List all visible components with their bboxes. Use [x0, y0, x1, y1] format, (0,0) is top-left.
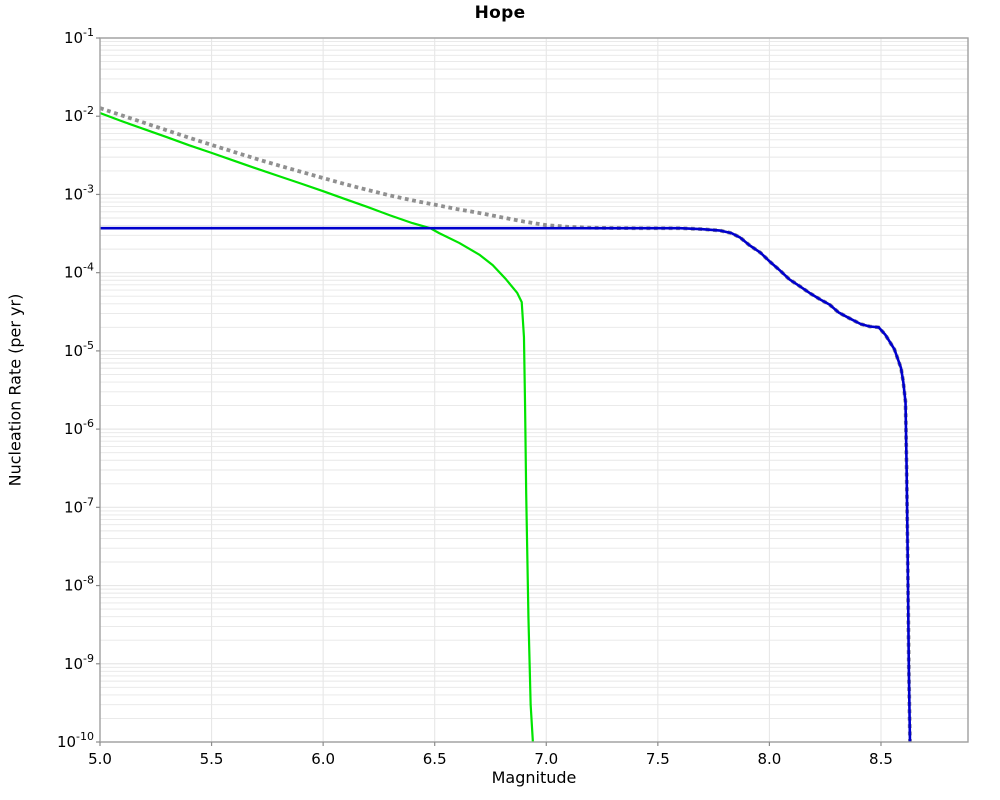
y-tick-label: 10-4	[64, 261, 94, 282]
x-tick-label: 8.5	[869, 750, 893, 768]
x-tick-label: 6.5	[423, 750, 447, 768]
y-tick-label: 10-8	[64, 574, 94, 595]
y-tick-label: 10-7	[64, 495, 94, 516]
x-tick-label: 8.0	[757, 750, 781, 768]
chart-title: Hope	[474, 3, 526, 23]
y-tick-label: 10-1	[64, 26, 94, 47]
y-tick-label: 10-5	[64, 339, 94, 360]
x-tick-label: 6.0	[311, 750, 335, 768]
x-tick-label: 7.5	[646, 750, 670, 768]
axes-frame	[99, 37, 969, 743]
y-tick-label: 10-9	[64, 652, 94, 673]
series-total-rate-dotted-gray	[99, 106, 912, 743]
x-axis-title: Magnitude	[491, 768, 577, 787]
y-tick-label: 10-2	[64, 104, 94, 125]
x-tick-label: 7.0	[534, 750, 558, 768]
y-tick-label: 10-3	[64, 182, 94, 203]
series-background-rate-green	[99, 111, 534, 743]
x-tick-label: 5.0	[88, 750, 112, 768]
y-tick-label: 10-10	[57, 730, 94, 751]
series-characteristic-rate-blue	[100, 226, 912, 743]
x-tick-label: 5.5	[200, 750, 224, 768]
y-tick-label: 10-6	[64, 417, 94, 438]
